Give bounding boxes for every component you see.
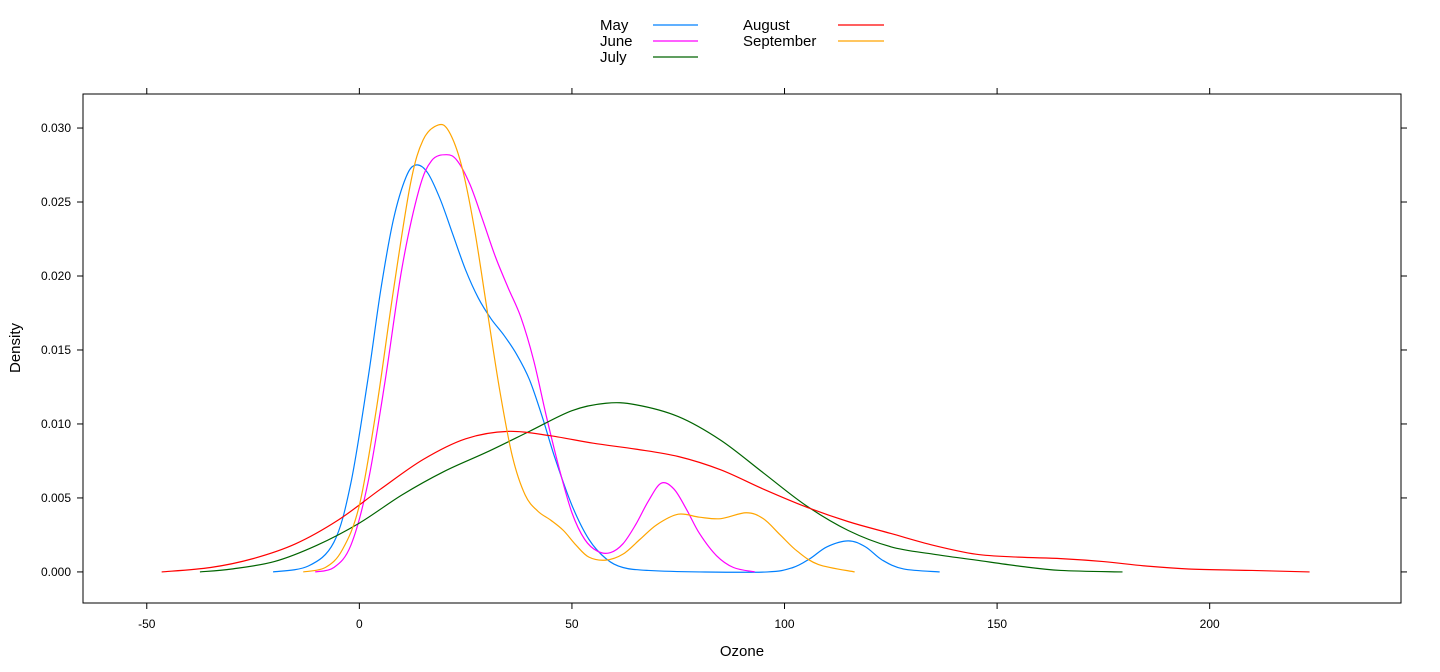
legend-label-september: September — [743, 33, 816, 50]
legend-label-july: July — [600, 49, 627, 66]
x-tick-label: 150 — [987, 617, 1007, 631]
x-axis-title: Ozone — [720, 643, 764, 660]
plot-frame — [82, 93, 1402, 604]
x-tick-label: -50 — [138, 617, 156, 631]
y-tick-label: 0.015 — [41, 343, 71, 357]
series-line-september — [303, 123, 855, 573]
series-layer — [161, 123, 1310, 573]
x-tick-label: 100 — [775, 617, 795, 631]
x-tick-label: 200 — [1200, 617, 1220, 631]
series-line-june — [315, 154, 755, 573]
y-tick-label: 0.030 — [41, 121, 71, 135]
axis-ticks: -50 0 50 100 150 200 0.000 0.005 0.010 0.015 0.020… — [41, 88, 1407, 631]
legend-label-may: May — [600, 17, 629, 34]
legend-label-august: August — [743, 17, 791, 34]
y-tick-label: 0.020 — [41, 269, 71, 283]
y-tick-label: 0.010 — [41, 417, 71, 431]
y-tick-label: 0.000 — [41, 565, 71, 579]
y-axis-title: Density — [7, 322, 24, 373]
series-line-august — [161, 430, 1310, 573]
legend-label-june: June — [600, 33, 633, 50]
x-tick-label: 0 — [356, 617, 363, 631]
y-tick-label: 0.005 — [41, 491, 71, 505]
y-tick-label: 0.025 — [41, 195, 71, 209]
x-tick-label: 50 — [565, 617, 579, 631]
series-line-may — [272, 164, 940, 573]
series-line-july — [199, 402, 1123, 573]
